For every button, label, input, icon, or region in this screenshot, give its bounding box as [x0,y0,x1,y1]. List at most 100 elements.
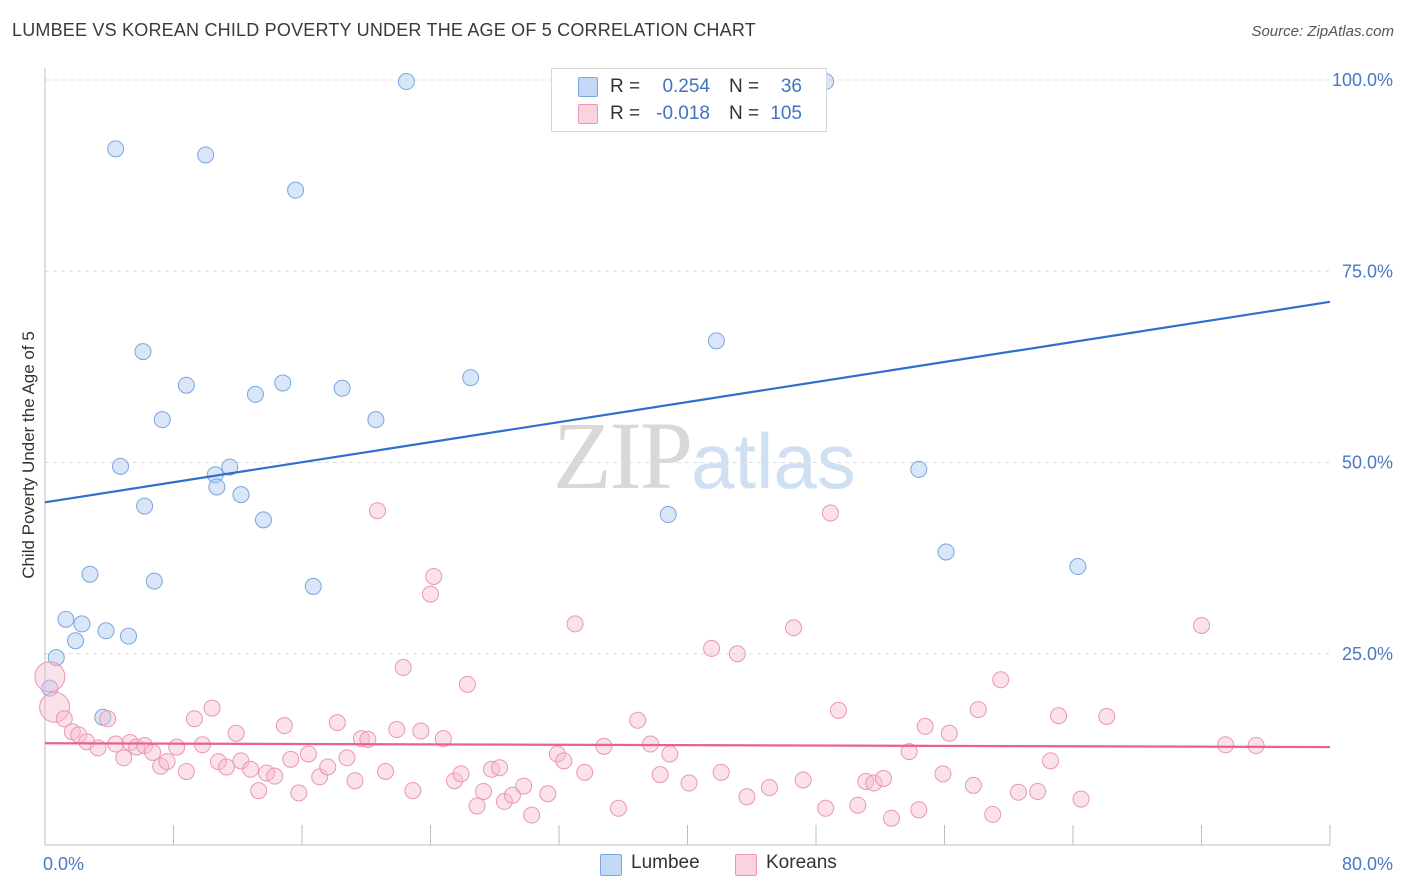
y-tick-label: 25.0% [1342,644,1393,664]
point-koreans [680,774,698,792]
point-koreans [242,760,260,778]
point-koreans [1193,616,1210,634]
point-koreans [821,504,839,522]
point-koreans [874,769,892,787]
legend-n-value: 105 [770,103,802,124]
point-koreans [595,737,613,755]
point-lumbee [81,565,99,583]
point-koreans [992,671,1010,689]
point-koreans [865,774,883,792]
point-koreans [203,699,221,717]
legend-n-label: N = [729,76,760,97]
point-lumbee [73,615,91,633]
point-koreans [115,749,133,767]
point-koreans [250,782,268,800]
point-koreans [555,752,573,770]
point-lumbee [333,379,351,397]
legend-r-value: -0.018 [656,103,710,124]
point-koreans [491,759,509,777]
point-koreans [738,788,756,806]
legend-swatch-koreans [735,854,757,876]
y-axis-title: Child Poverty Under the Age of 5 [19,331,38,579]
x-tick-label: 0.0% [43,854,84,874]
point-koreans [548,745,566,763]
point-lumbee [462,369,480,387]
point-koreans [712,763,730,781]
point-koreans [404,782,422,800]
point-koreans [609,799,627,817]
point-lumbee [145,572,163,590]
point-lumbee [287,181,305,199]
point-koreans [984,805,1002,823]
point-koreans [940,724,958,742]
point-koreans [916,717,934,735]
point-koreans [394,659,412,677]
point-lumbee [136,497,154,515]
point-lumbee [153,411,171,429]
point-koreans [232,752,250,770]
point-koreans [434,730,452,748]
point-lumbee [221,458,239,476]
point-koreans [910,801,928,819]
point-lumbee [177,376,195,394]
point-koreans [576,763,594,781]
point-koreans [817,799,835,817]
point-lumbee [937,543,955,561]
x-tick-label: 80.0% [1342,854,1393,874]
legend-label-lumbee: Lumbee [631,852,700,873]
point-koreans [785,619,803,637]
point-koreans [168,738,186,756]
point-koreans [319,758,337,776]
point-koreans [425,567,443,585]
gridlines [45,79,1330,655]
point-koreans [55,710,73,728]
y-tick-label: 75.0% [1342,261,1393,281]
point-lumbee [97,622,115,640]
point-lumbee [232,486,250,504]
point-koreans [412,722,430,740]
point-lumbee [134,343,152,361]
point-lumbee [304,577,322,595]
y-tick-label: 50.0% [1342,453,1393,473]
point-lumbee [246,385,264,403]
legend-r-value: 0.254 [662,76,710,97]
point-koreans [964,776,982,794]
point-koreans [760,779,778,797]
point-lumbee [120,627,138,645]
point-lumbee [910,460,928,478]
point-koreans [158,753,176,771]
point-koreans [1247,737,1265,755]
point-koreans [539,785,557,803]
legend-label-koreans: Koreans [766,852,837,873]
point-koreans [703,639,721,657]
point-koreans [328,714,346,732]
y-tick-label: 100.0% [1332,70,1393,90]
point-koreans [934,765,952,783]
point-koreans [446,772,464,790]
point-lumbee [67,632,85,650]
legend-row-koreans: R = -0.018 N = 105 [552,101,826,127]
point-koreans [728,645,746,663]
point-koreans [1029,782,1047,800]
point-koreans [352,730,370,748]
chart-source: Source: ZipAtlas.com [1251,23,1394,40]
point-koreans [1072,790,1090,808]
legend-n-value: 36 [780,76,802,97]
legend-r-label: R = [610,103,641,124]
point-koreans [1098,707,1116,725]
point-koreans [388,720,406,738]
point-koreans [368,502,386,520]
trend-line-koreans [44,742,1331,749]
point-koreans [89,739,107,757]
point-koreans [651,766,669,784]
point-koreans [266,767,284,785]
point-lumbee [111,457,129,475]
point-koreans [458,675,476,693]
watermark-atlas: atlas [691,417,856,505]
point-lumbee [57,610,75,628]
point-koreans [523,806,541,824]
legend-r-label: R = [610,76,641,97]
point-koreans [515,777,533,795]
point-koreans [629,711,647,729]
point-lumbee [1069,558,1087,576]
